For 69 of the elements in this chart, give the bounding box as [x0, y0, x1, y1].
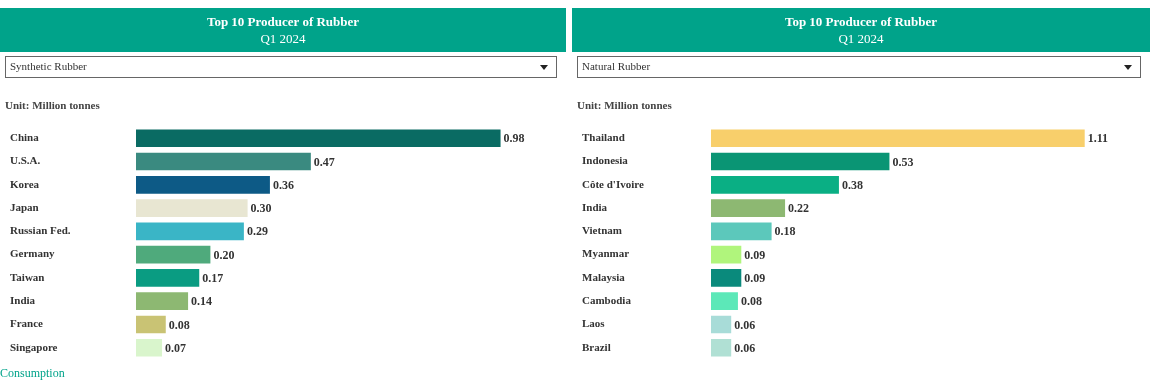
bar: [136, 152, 311, 171]
chart-subtitle: Q1 2024: [837, 30, 885, 47]
y-tick-label: Brazil: [582, 340, 611, 353]
bar: [711, 129, 1085, 148]
data-label: 0.07: [165, 340, 187, 355]
text: Consumption: [0, 366, 65, 380]
data-label: 0.09: [744, 247, 766, 262]
chart-title: Top 10 Producer of Rubber: [783, 13, 939, 30]
y-tick-label: Cambodia: [582, 294, 632, 307]
bar: [711, 175, 839, 194]
y-tick-label: Taiwan: [10, 270, 45, 283]
data-label: 0.17: [202, 271, 224, 286]
y-tick-label: India: [10, 294, 36, 307]
chart-subtitle: Q1 2024: [259, 30, 307, 47]
y-tick-label: India: [582, 200, 608, 213]
bar: [136, 129, 501, 148]
data-label: 0.29: [246, 224, 268, 239]
text: Synthetic Rubber: [10, 60, 87, 72]
data-label: 0.06: [734, 340, 756, 355]
bar: [136, 199, 248, 217]
data-label: 0.06: [734, 317, 756, 332]
data-label: 0.22: [788, 201, 810, 216]
data-label: 0.20: [213, 247, 235, 262]
data-label: 0.08: [168, 317, 190, 332]
text: Natural Rubber: [582, 60, 651, 72]
y-tick-label: Côte d'Ivoire: [582, 177, 644, 190]
bar: [711, 292, 738, 311]
bar: [711, 222, 772, 241]
chart-title: Top 10 Producer of Rubber: [205, 13, 361, 30]
y-tick-label: U.S.A.: [10, 154, 41, 167]
bar: [711, 199, 786, 217]
bar: [136, 222, 244, 241]
bar: [711, 245, 742, 264]
bar: [136, 315, 166, 334]
data-label: 0.53: [892, 154, 914, 169]
bar: [136, 245, 211, 264]
y-tick-label: Myanmar: [582, 247, 630, 260]
bar: [711, 269, 742, 287]
text: Unit: Million tonnes: [577, 99, 672, 111]
y-tick-label: Germany: [10, 247, 56, 260]
data-label: 0.36: [272, 177, 294, 192]
data-label: 0.47: [313, 154, 335, 169]
text: Unit: Million tonnes: [5, 99, 100, 111]
y-tick-label: Thailand: [582, 131, 625, 144]
y-tick-label: France: [10, 317, 44, 330]
y-tick-label: Japan: [10, 200, 39, 213]
y-tick-label: Vietnam: [582, 224, 622, 237]
data-label: 0.18: [774, 224, 796, 239]
data-label: 0.08: [740, 294, 762, 309]
y-tick-label: Russian Fed.: [10, 224, 71, 237]
bar: [711, 338, 732, 357]
data-label: 1.11: [1087, 131, 1109, 146]
y-tick-label: China: [10, 131, 40, 144]
bar: [711, 152, 890, 171]
y-tick-label: Indonesia: [582, 154, 629, 167]
data-label: 0.98: [503, 131, 525, 146]
y-tick-label: Laos: [582, 317, 606, 330]
y-tick-label: Singapore: [10, 340, 58, 353]
bar: [136, 175, 270, 194]
data-label: 0.30: [250, 201, 272, 216]
bar: [711, 315, 732, 334]
y-tick-label: Malaysia: [582, 270, 626, 283]
data-label: 0.38: [841, 177, 863, 192]
bar: [136, 292, 189, 311]
y-tick-label: Korea: [10, 177, 40, 190]
bar: [136, 269, 200, 287]
data-label: 0.09: [744, 271, 766, 286]
data-label: 0.14: [191, 294, 213, 309]
bar: [136, 338, 163, 357]
